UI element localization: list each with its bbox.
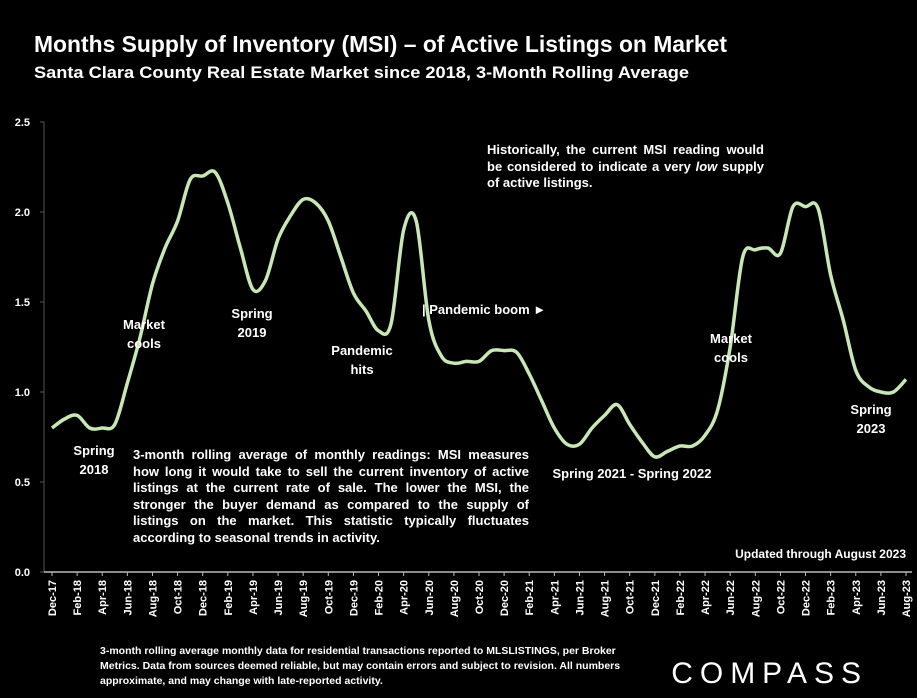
y-tick-label: 0.0	[15, 567, 30, 579]
x-tick-label: Dec-17	[47, 580, 59, 616]
series-line	[50, 169, 908, 459]
annotation: Market	[710, 331, 753, 346]
x-tick-label: Dec-21	[650, 580, 662, 616]
y-tick-label: 0.5	[15, 477, 30, 489]
note-text: Historically, the current MSI reading wo…	[487, 142, 764, 174]
x-tick-label: Aug-21	[600, 580, 612, 617]
x-tick-label: Oct-18	[173, 580, 185, 614]
annotation: 2019	[238, 325, 267, 340]
x-tick-label: Apr-18	[97, 580, 109, 615]
chart-title: Months Supply of Inventory (MSI) – of Ac…	[34, 31, 727, 57]
x-tick-label: Oct-22	[775, 580, 787, 614]
annotation: Market	[123, 317, 166, 332]
x-tick-label: Apr-20	[399, 580, 411, 615]
x-tick-label: Apr-21	[549, 580, 561, 615]
x-tick-label: Apr-19	[248, 580, 260, 615]
x-tick-label: Feb-22	[675, 580, 687, 615]
annotation: cools	[714, 350, 748, 365]
annotation: Spring	[850, 402, 891, 417]
x-tick-label: Feb-23	[826, 580, 838, 615]
x-tick-label: Feb-19	[223, 580, 235, 615]
updated-note: Updated through August 2023	[735, 547, 906, 561]
y-tick-label: 1.5	[15, 297, 30, 309]
x-tick-label: Dec-19	[348, 580, 360, 616]
logo: COMPASS	[671, 657, 868, 690]
annotation: hits	[350, 362, 373, 377]
note-text: supply of active listings.	[487, 158, 764, 191]
x-tick-label: Feb-18	[72, 580, 84, 615]
x-tick-label: Feb-20	[374, 580, 386, 615]
x-tick-label: Jun-22	[725, 580, 737, 615]
definition: 3-month rolling average of monthly readi…	[133, 447, 529, 545]
x-tick-label: Apr-22	[700, 580, 712, 615]
y-tick-label: 1.0	[15, 387, 30, 399]
x-tick-label: Aug-22	[750, 580, 762, 617]
x-tick-label: Oct-20	[474, 580, 486, 614]
annotation: cools	[127, 336, 161, 351]
x-tick-label: Jun-23	[876, 580, 888, 615]
note: Historically, the current MSI reading wo…	[487, 142, 764, 192]
note-emphasis: low	[695, 158, 718, 174]
annotation: 2023	[857, 421, 886, 436]
x-tick-label: Feb-21	[524, 580, 536, 615]
x-tick-label: Jun-19	[273, 580, 285, 615]
y-tick-label: 2.0	[15, 207, 30, 219]
x-tick-label: Jun-20	[424, 580, 436, 615]
annotation: 2018	[80, 462, 109, 477]
x-tick-label: Oct-19	[323, 580, 335, 614]
x-tick-label: Dec-20	[499, 580, 511, 616]
x-tick-label: Aug-20	[449, 580, 461, 617]
annotation: Pandemic	[331, 343, 392, 358]
y-tick-label: 2.5	[15, 117, 30, 129]
annotation: | Pandemic boom ►	[422, 302, 546, 317]
x-tick-label: Jun-18	[122, 580, 134, 615]
x-tick-label: Aug-23	[901, 580, 913, 617]
x-tick-label: Aug-18	[147, 580, 159, 617]
x-tick-label: Aug-19	[298, 580, 310, 617]
x-tick-label: Dec-22	[801, 580, 813, 616]
x-tick-label: Jun-21	[574, 580, 586, 615]
x-tick-label: Oct-21	[625, 580, 637, 614]
annotation: Spring 2021 - Spring 2022	[553, 466, 712, 481]
x-tick-label: Dec-18	[198, 580, 210, 616]
footer: 3-month rolling average monthly data for…	[100, 645, 621, 687]
chart-subtitle: Santa Clara County Real Estate Market si…	[34, 63, 689, 82]
annotation: Spring	[73, 443, 114, 458]
annotation: Spring	[231, 306, 272, 321]
x-tick-label: Apr-23	[851, 580, 863, 615]
